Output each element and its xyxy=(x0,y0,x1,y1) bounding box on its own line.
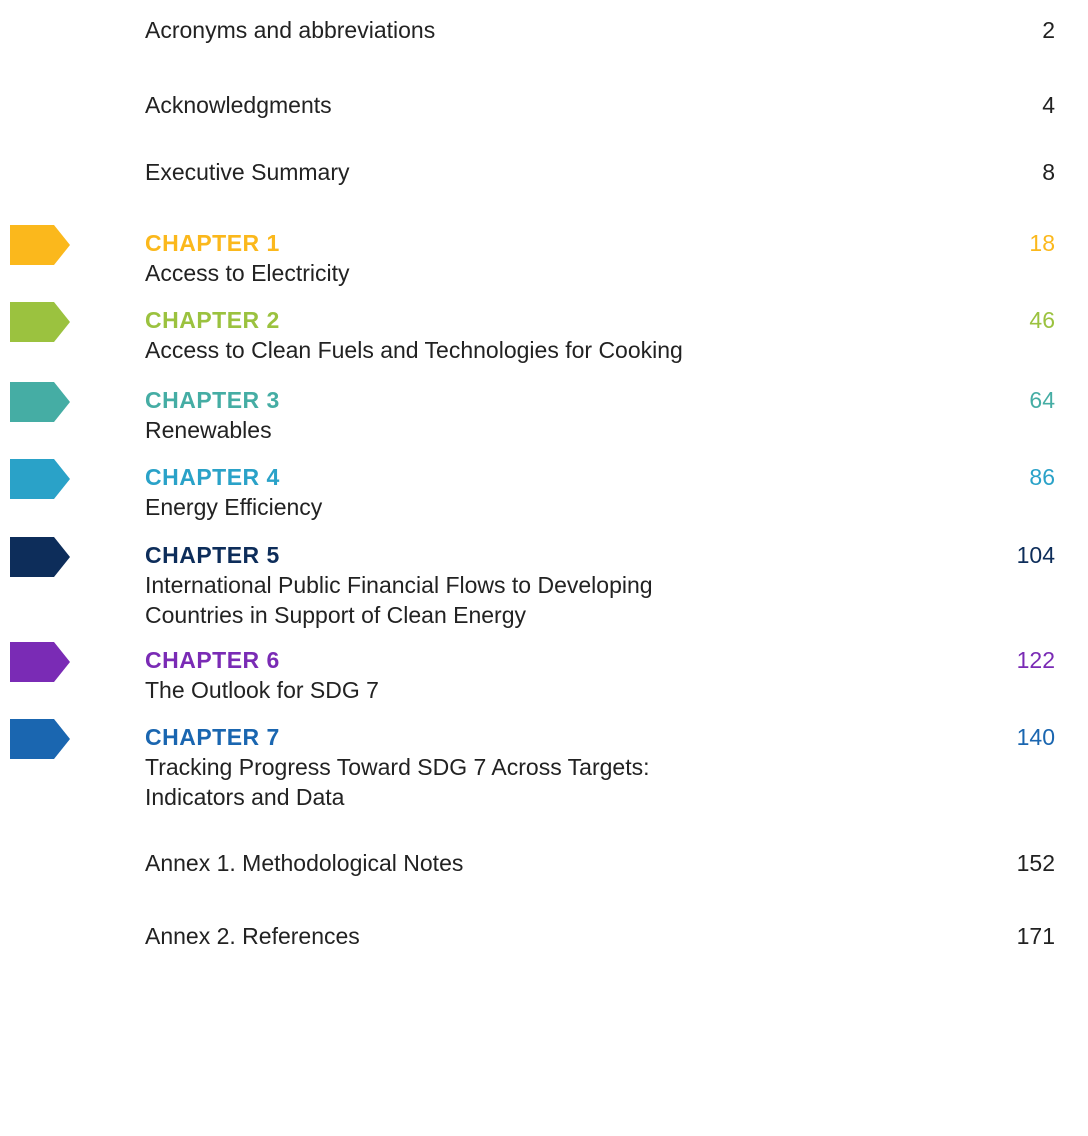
entry-title: Renewables xyxy=(145,417,272,443)
entry-title: The Outlook for SDG 7 xyxy=(145,677,379,703)
entry-title: Countries in Support of Clean Energy xyxy=(145,601,526,628)
page-number: 46 xyxy=(1029,307,1055,333)
entry-title: Energy Efficiency xyxy=(145,494,323,520)
page-number: 64 xyxy=(1029,387,1055,413)
page-number: 171 xyxy=(1016,923,1055,949)
page-number: 140 xyxy=(1016,724,1055,750)
page-number: 8 xyxy=(1042,159,1055,185)
chapter-label: CHAPTER 7 xyxy=(145,724,280,750)
page-number: 104 xyxy=(1016,542,1055,568)
chapter-tab xyxy=(10,719,70,759)
entry-title: Tracking Progress Toward SDG 7 Across Ta… xyxy=(145,754,650,780)
chapter-label: CHAPTER 4 xyxy=(145,464,280,490)
entry-title: Annex 2. References xyxy=(145,923,360,949)
page-number: 122 xyxy=(1016,647,1055,673)
entry-title: Access to Electricity xyxy=(145,260,350,286)
chapter-label: CHAPTER 3 xyxy=(145,387,280,413)
chapter-label: CHAPTER 2 xyxy=(145,307,280,333)
chapter-tab-shape xyxy=(10,382,70,422)
chapter-tab-shape xyxy=(10,302,70,342)
chapter-tab xyxy=(10,537,70,577)
chapter-tab xyxy=(10,459,70,499)
entry-title: Acknowledgments xyxy=(145,92,332,118)
chapter-tab xyxy=(10,302,70,342)
entry-title: Annex 1. Methodological Notes xyxy=(145,850,464,876)
entry-title: Access to Clean Fuels and Technologies f… xyxy=(145,337,683,363)
chapter-tab xyxy=(10,225,70,265)
entry-title: Indicators and Data xyxy=(145,783,345,810)
page-number: 18 xyxy=(1029,230,1055,256)
page-number: 4 xyxy=(1042,92,1055,118)
chapter-tab xyxy=(10,642,70,682)
page-number: 2 xyxy=(1042,17,1055,43)
chapter-label: CHAPTER 6 xyxy=(145,647,280,673)
entry-title: Acronyms and abbreviations xyxy=(145,17,436,43)
chapter-tab-shape xyxy=(10,225,70,265)
chapter-tab-shape xyxy=(10,537,70,577)
page-number: 152 xyxy=(1016,850,1055,876)
entry-title: International Public Financial Flows to … xyxy=(145,572,653,598)
chapter-tab-shape xyxy=(10,459,70,499)
chapter-label: CHAPTER 1 xyxy=(145,230,280,256)
chapter-tab xyxy=(10,382,70,422)
chapter-tab-shape xyxy=(10,719,70,759)
chapter-tab-shape xyxy=(10,642,70,682)
page-number: 86 xyxy=(1029,464,1055,490)
chapter-label: CHAPTER 5 xyxy=(145,542,280,568)
entry-title: Executive Summary xyxy=(145,159,350,185)
